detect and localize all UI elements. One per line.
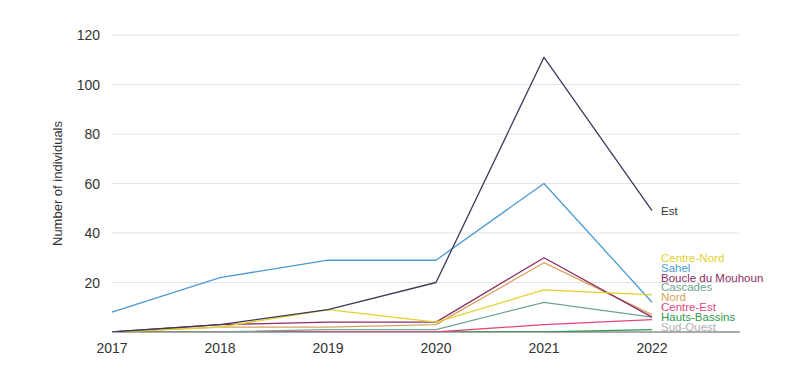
x-tick-label: 2020: [420, 340, 451, 356]
grid-line: [112, 35, 740, 36]
y-tick-label: 60: [84, 176, 100, 192]
x-tick-label: 2017: [96, 340, 127, 356]
grid-line: [112, 84, 740, 85]
x-tick-label: 2018: [204, 340, 235, 356]
series-line: [112, 57, 652, 332]
grid-line: [112, 233, 740, 234]
y-tick-label: 100: [77, 77, 101, 93]
grid-line: [112, 134, 740, 135]
x-tick-label: 2021: [528, 340, 559, 356]
series-line: [112, 302, 652, 332]
y-tick-label: 20: [84, 275, 100, 291]
series-line: [112, 184, 652, 313]
series-label: Est: [661, 205, 678, 217]
x-tick-label: 2022: [636, 340, 667, 356]
y-tick-label: 80: [84, 126, 100, 142]
chart: 20 40 60 80 100 120 2017 2018 2019 2020 2021 2022 Nu…: [0, 0, 810, 376]
series-label: Sud-Ouest: [661, 321, 717, 333]
x-tick-label: 2019: [312, 340, 343, 356]
y-tick-label: 120: [77, 27, 101, 43]
grid-line: [112, 183, 740, 184]
y-axis-label: Number of individuals: [50, 121, 65, 247]
series-line: [112, 258, 652, 332]
y-tick-label: 40: [84, 225, 100, 241]
plot-area: [112, 57, 652, 332]
chart-container: 20 40 60 80 100 120 2017 2018 2019 2020 2021 2022 Nu…: [0, 0, 810, 376]
